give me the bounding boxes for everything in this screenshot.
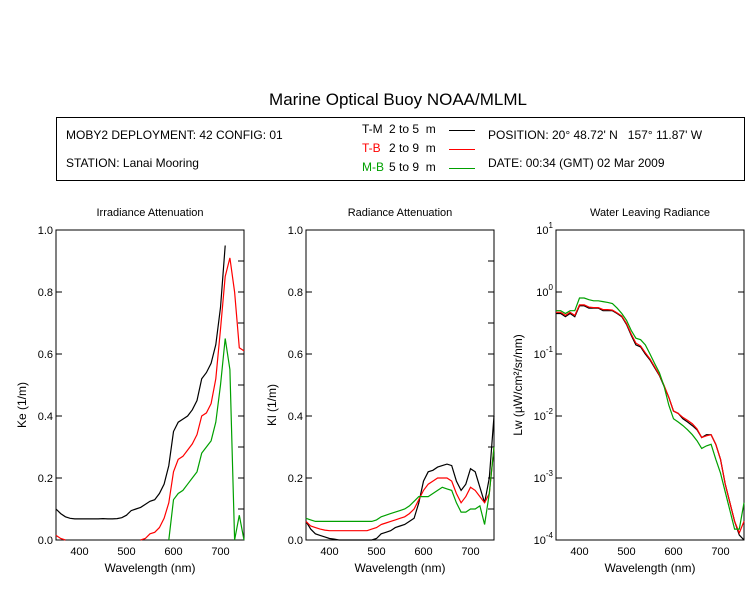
legend-name: T-M (362, 122, 383, 136)
y-axis-label: Lw (µW/cm²/sr/nm) (511, 334, 525, 436)
plot-frame (305, 229, 495, 541)
x-tick-label: 500 (617, 546, 635, 558)
y-tick-label: 100 (536, 283, 553, 299)
y-tick-exponent: -3 (546, 469, 554, 478)
legend-name: T-B (362, 141, 381, 155)
y-tick-label: 10-1 (534, 345, 554, 361)
chart-panel-1: Irradiance Attenuation 0.0 0.2 0.4 0.6 0.8 1.0… (15, 207, 245, 575)
y-tick-label: 1.0 (288, 225, 303, 237)
legend-range: 5 to 9 m (389, 160, 436, 174)
deployment-text: MOBY2 DEPLOYMENT: 42 CONFIG: 01 (66, 128, 283, 142)
y-tick-exponent: -2 (546, 407, 554, 416)
y-tick-label: 0.8 (288, 287, 303, 299)
x-tick-label: 600 (164, 546, 182, 558)
series-line-t-b (305, 446, 495, 532)
x-tick-label: 400 (70, 546, 88, 558)
y-tick-label: 10-3 (534, 469, 554, 485)
y-tick-label: 0.2 (38, 473, 53, 485)
x-axis-label: Wavelength (nm) (605, 561, 696, 575)
legend-line (449, 130, 475, 131)
plot-frame (555, 229, 745, 541)
series-line-t-m (556, 305, 745, 541)
series-line-m-b (168, 338, 245, 541)
series-line-t-b (556, 304, 745, 535)
legend-range: 2 to 5 m (389, 122, 436, 136)
y-tick-base: 10 (536, 287, 548, 299)
station-text: STATION: Lanai Mooring (66, 156, 199, 170)
y-tick-label: 0.0 (38, 535, 53, 547)
y-tick-exponent: -1 (546, 345, 554, 354)
x-tick-label: 700 (711, 546, 729, 558)
plot-frame (55, 229, 245, 541)
y-tick-label: 10-4 (534, 531, 554, 547)
x-axis-label: Wavelength (nm) (355, 561, 446, 575)
y-tick-label: 0.6 (38, 349, 53, 361)
y-tick-base: 10 (534, 411, 546, 423)
y-tick-base: 10 (534, 349, 546, 361)
y-axis-label: Ke (1/m) (15, 382, 29, 428)
info-box: MOBY2 DEPLOYMENT: 42 CONFIG: 01 STATION:… (56, 117, 745, 181)
y-tick-label: 0.6 (288, 349, 303, 361)
y-axis-label: Kl (1/m) (265, 384, 279, 426)
x-tick-label: 600 (664, 546, 682, 558)
y-tick-base: 10 (534, 473, 546, 485)
y-tick-base: 10 (534, 535, 546, 547)
series-line-m-b (305, 446, 495, 525)
main-title: Marine Optical Buoy NOAA/MLML (269, 90, 527, 109)
position-text: POSITION: 20° 48.72' N 157° 11.87' W (488, 128, 703, 142)
y-tick-label: 0.4 (288, 411, 303, 423)
x-tick-label: 400 (320, 546, 338, 558)
x-tick-label: 600 (414, 546, 432, 558)
series-line-t-m (55, 245, 226, 520)
chart-panel-3: Water Leaving Radiance10-410-310-210-110… (511, 207, 745, 575)
y-tick-label: 1.0 (38, 225, 53, 237)
y-tick-exponent: 0 (549, 283, 554, 292)
y-tick-label: 101 (536, 221, 553, 237)
y-tick-base: 10 (536, 225, 548, 237)
chart-title: Water Leaving Radiance (590, 207, 710, 219)
x-tick-label: 500 (367, 546, 385, 558)
chart-title: Radiance Attenuation (348, 207, 453, 219)
series-line-t-m (305, 415, 495, 541)
x-tick-label: 400 (570, 546, 588, 558)
y-tick-label: 0.8 (38, 287, 53, 299)
series-line-m-b (556, 297, 745, 530)
legend-line (449, 168, 475, 169)
series-line-t-b (55, 257, 245, 541)
chart-panel-2: Radiance Attenuation 0.0 0.2 0.4 0.6 0.8 1.0 40… (265, 207, 495, 575)
x-tick-label: 700 (461, 546, 479, 558)
date-text: DATE: 00:34 (GMT) 02 Mar 2009 (488, 156, 665, 170)
y-tick-label: 0.2 (288, 473, 303, 485)
y-tick-exponent: -4 (546, 531, 554, 540)
y-tick-exponent: 1 (549, 221, 554, 230)
x-tick-label: 500 (117, 546, 135, 558)
legend-line (449, 149, 475, 150)
x-tick-label: 700 (211, 546, 229, 558)
x-axis-label: Wavelength (nm) (105, 561, 196, 575)
y-tick-label: 0.4 (38, 411, 53, 423)
y-tick-label: 0.0 (288, 535, 303, 547)
chart-title: Irradiance Attenuation (96, 207, 203, 219)
legend-name: M-B (362, 160, 384, 174)
y-tick-label: 10-2 (534, 407, 554, 423)
legend-range: 2 to 9 m (389, 141, 436, 155)
